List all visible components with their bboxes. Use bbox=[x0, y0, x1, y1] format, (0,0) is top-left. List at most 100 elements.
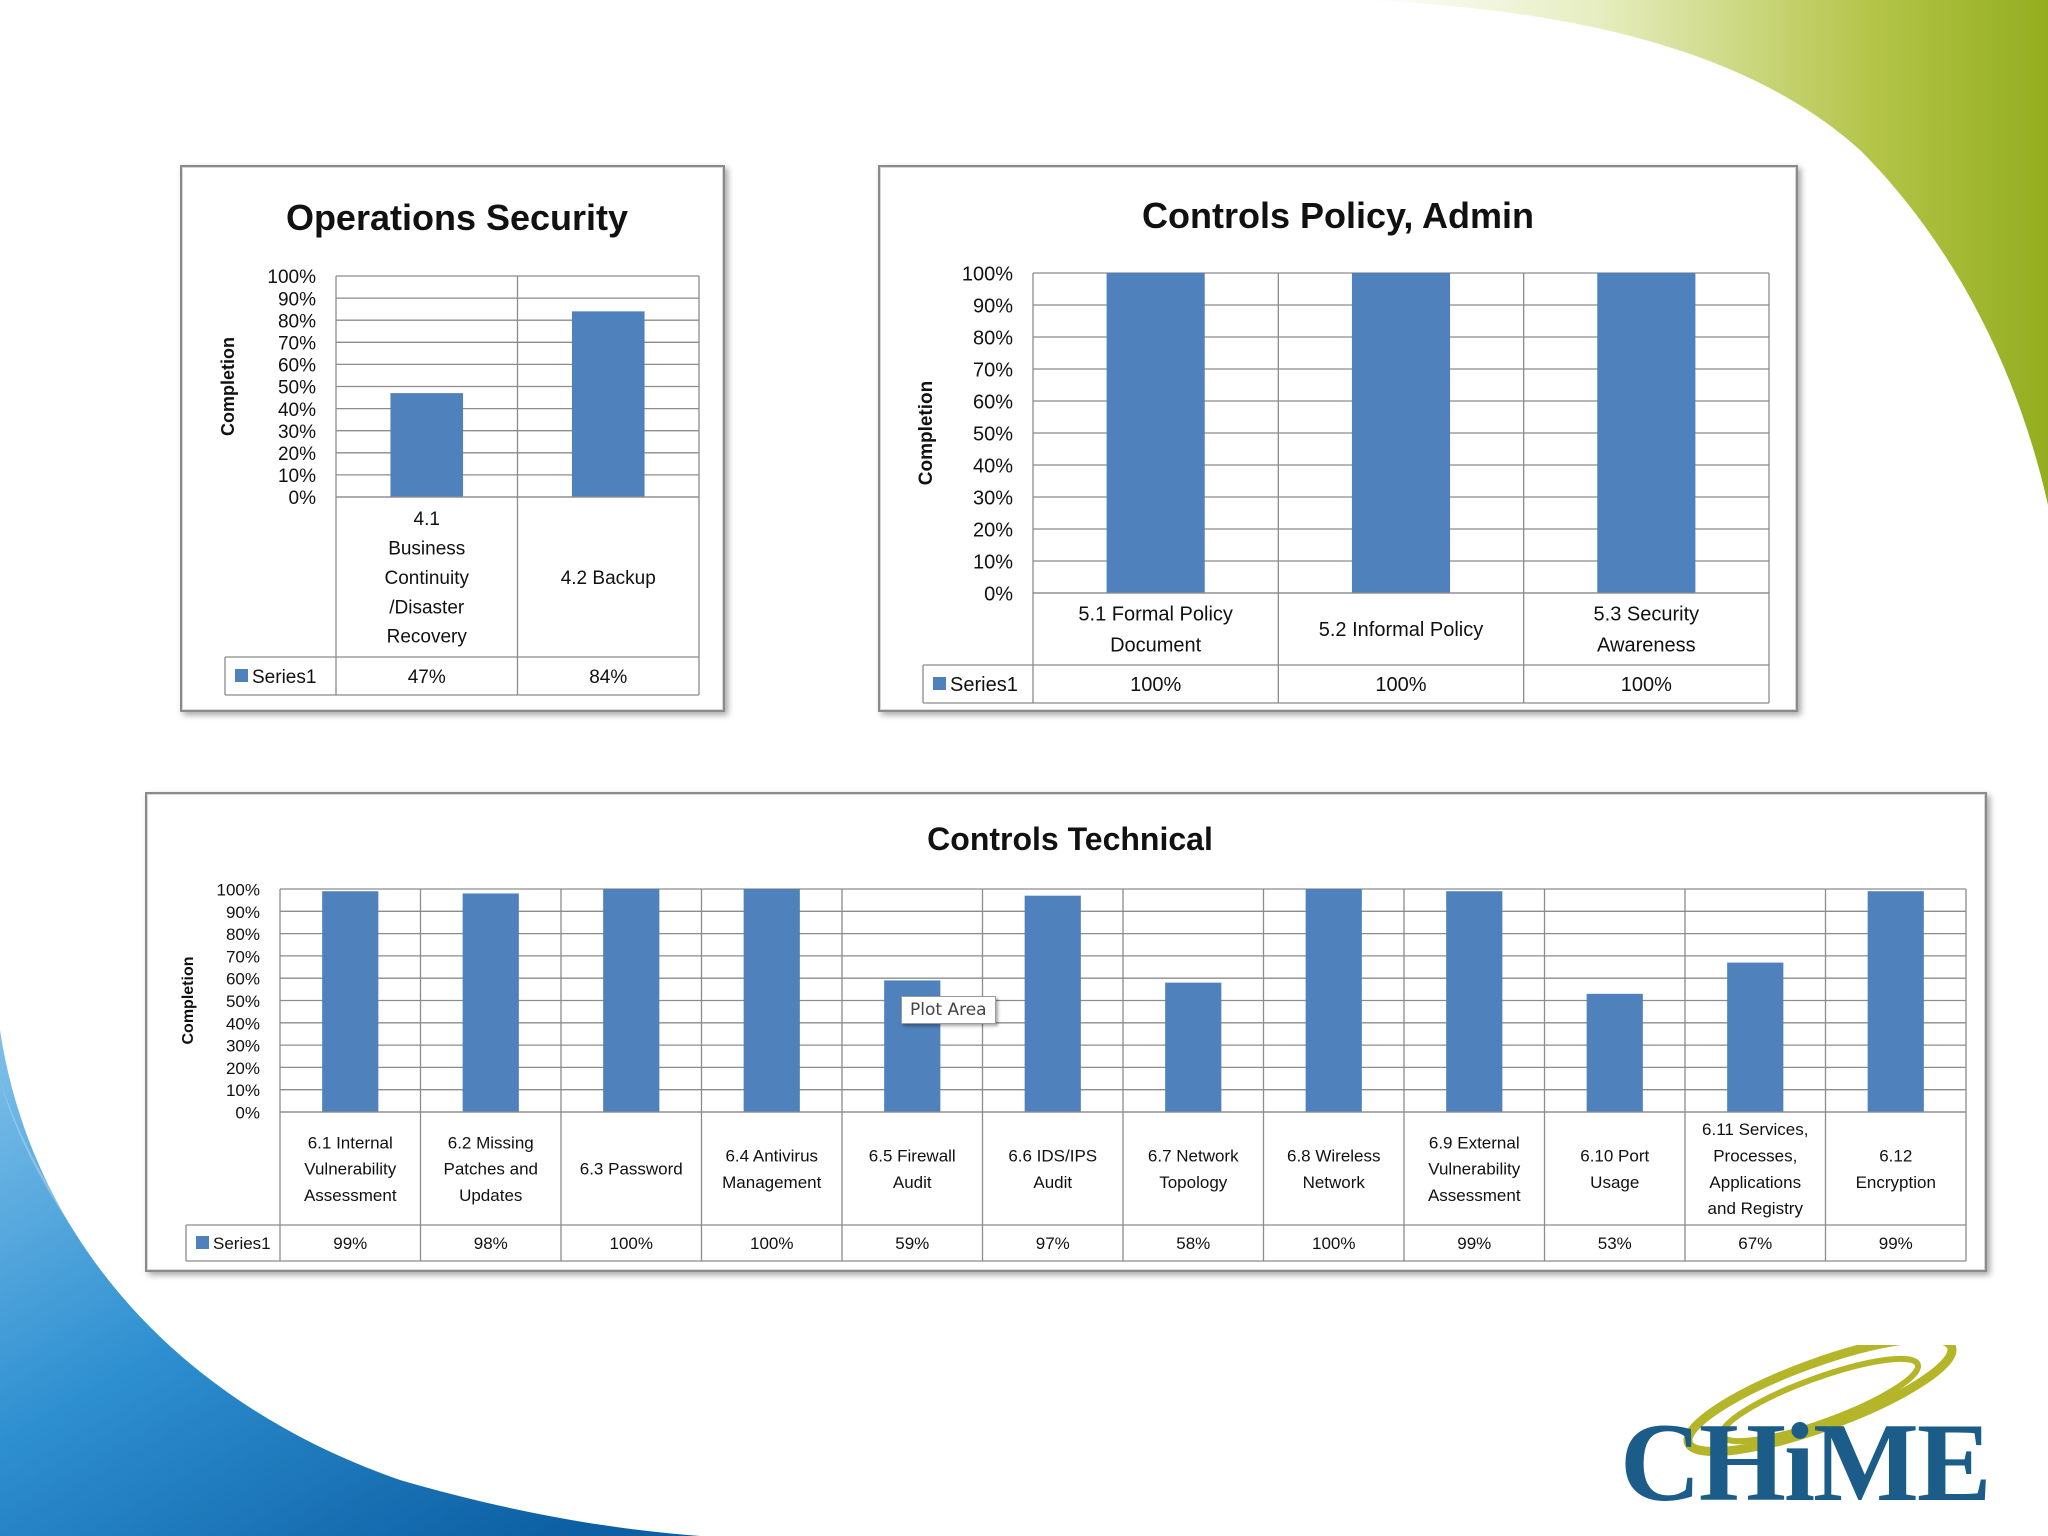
y-tick-label: 60% bbox=[226, 970, 260, 989]
bar bbox=[743, 889, 800, 1112]
chart-title: Controls Technical bbox=[927, 821, 1213, 857]
chart-title: Operations Security bbox=[286, 197, 628, 238]
category-label: 6.10 Port bbox=[1580, 1146, 1649, 1165]
category-label: Awareness bbox=[1597, 635, 1696, 657]
data-value-label: 97% bbox=[1036, 1234, 1070, 1253]
category-label: 6.8 Wireless bbox=[1287, 1146, 1381, 1165]
legend-swatch bbox=[933, 677, 946, 690]
y-tick-label: 90% bbox=[226, 903, 260, 922]
category-label: Vulnerability bbox=[1428, 1160, 1520, 1179]
y-tick-label: 20% bbox=[278, 444, 316, 465]
y-tick-label: 80% bbox=[278, 311, 316, 332]
y-tick-label: 30% bbox=[973, 488, 1013, 510]
category-label: 5.1 Formal Policy bbox=[1078, 604, 1233, 626]
legend-label: Series1 bbox=[950, 674, 1018, 696]
operations-security-plot: Operations Security Completion 0%10%20%30%… bbox=[218, 197, 700, 696]
category-label: Vulnerability bbox=[304, 1160, 396, 1179]
y-tick-label: 100% bbox=[267, 267, 316, 288]
y-tick-label: 80% bbox=[226, 925, 260, 944]
y-tick-label: 100% bbox=[962, 264, 1013, 286]
bar bbox=[1586, 993, 1643, 1112]
y-axis-label: Completion bbox=[916, 381, 937, 486]
y-axis-label: Completion bbox=[218, 337, 238, 436]
data-value-label: 47% bbox=[408, 667, 446, 688]
y-tick-label: 60% bbox=[973, 392, 1013, 414]
category-label: 4.1 bbox=[414, 509, 440, 530]
category-label: Recovery bbox=[387, 627, 468, 648]
y-tick-label: 40% bbox=[278, 400, 316, 421]
data-value-label: 99% bbox=[1879, 1234, 1913, 1253]
controls-policy-admin-plot: Controls Policy, Admin Completion 0% 10% 20%… bbox=[916, 195, 1770, 704]
blue-swoosh bbox=[0, 1030, 700, 1536]
category-label: Management bbox=[722, 1173, 822, 1192]
data-value-label: 100% bbox=[610, 1234, 653, 1253]
data-value-label: 53% bbox=[1598, 1234, 1632, 1253]
category-label: Updates bbox=[459, 1186, 522, 1205]
y-tick-label: 10% bbox=[973, 552, 1013, 574]
category-label: 6.7 Network bbox=[1148, 1146, 1239, 1165]
category-label: 6.3 Password bbox=[580, 1160, 683, 1179]
bar bbox=[1106, 273, 1205, 593]
controls-technical-plot: Controls Technical Completion 0% 10% 20% 30% 4… bbox=[180, 821, 1967, 1262]
y-tick-label: 100% bbox=[217, 880, 260, 899]
bar bbox=[390, 393, 464, 497]
category-label: Encryption bbox=[1856, 1173, 1936, 1192]
bar bbox=[1024, 895, 1081, 1112]
data-value-label: 100% bbox=[1375, 674, 1426, 696]
bar bbox=[462, 893, 519, 1112]
category-label: and Registry bbox=[1708, 1199, 1804, 1218]
logo-orbit-outer bbox=[1683, 1345, 1957, 1457]
y-tick-label: 90% bbox=[278, 289, 316, 310]
y-tick-label: 30% bbox=[226, 1037, 260, 1056]
y-tick-label: 20% bbox=[226, 1059, 260, 1078]
legend-label: Series1 bbox=[213, 1234, 271, 1253]
data-value-label: 100% bbox=[1312, 1234, 1355, 1253]
category-label: 6.12 bbox=[1879, 1146, 1912, 1165]
bar bbox=[1597, 273, 1696, 593]
category-label: Assessment bbox=[304, 1186, 397, 1205]
category-label: 6.4 Antivirus bbox=[725, 1146, 818, 1165]
category-label: 5.2 Informal Policy bbox=[1319, 619, 1484, 641]
category-label: 6.2 Missing bbox=[448, 1133, 534, 1152]
data-value-label: 98% bbox=[474, 1234, 508, 1253]
y-tick-label: 40% bbox=[226, 1014, 260, 1033]
chime-logo: CHiME bbox=[1620, 1345, 1992, 1515]
data-value-label: 100% bbox=[1621, 674, 1672, 696]
y-tick-label: 20% bbox=[973, 520, 1013, 542]
category-label: Topology bbox=[1159, 1173, 1228, 1192]
y-tick-label: 70% bbox=[226, 947, 260, 966]
category-label: Audit bbox=[1033, 1173, 1072, 1192]
y-tick-label: 90% bbox=[973, 296, 1013, 318]
category-label: Audit bbox=[893, 1173, 932, 1192]
category-label: Applications bbox=[1709, 1173, 1801, 1192]
logo-text: CHiME bbox=[1620, 1401, 1990, 1515]
operations-security-chart[interactable]: Operations Security Completion 0% 10% 20% 30%… bbox=[180, 165, 725, 712]
bar bbox=[1727, 962, 1784, 1112]
category-label: 6.6 IDS/IPS bbox=[1008, 1146, 1097, 1165]
y-tick-label: 70% bbox=[278, 334, 316, 355]
category-label: /Disaster bbox=[389, 597, 465, 618]
category-label: 5.3 Security bbox=[1594, 604, 1700, 626]
y-tick-label: 0% bbox=[289, 488, 317, 509]
data-value-label: 99% bbox=[333, 1234, 367, 1253]
y-tick-label: 10% bbox=[226, 1081, 260, 1100]
legend-swatch bbox=[235, 669, 248, 682]
legend-swatch bbox=[196, 1236, 209, 1249]
bar bbox=[1165, 982, 1222, 1112]
category-label: Network bbox=[1303, 1173, 1366, 1192]
controls-technical-chart[interactable]: Controls Technical Completion 0% 10% 20% 30% 4… bbox=[145, 792, 1987, 1272]
category-label: Business bbox=[388, 538, 465, 559]
legend-label: Series1 bbox=[252, 667, 316, 688]
y-tick-label: 50% bbox=[973, 424, 1013, 446]
data-value-label: 59% bbox=[895, 1234, 929, 1253]
data-value-label: 58% bbox=[1176, 1234, 1210, 1253]
bar bbox=[1305, 889, 1362, 1112]
bar bbox=[603, 889, 660, 1112]
controls-policy-admin-chart[interactable]: Controls Policy, Admin Completion 0% 10% 20%… bbox=[878, 165, 1798, 712]
bar bbox=[571, 311, 645, 497]
chart-title: Controls Policy, Admin bbox=[1142, 195, 1534, 236]
bar bbox=[322, 891, 379, 1112]
y-tick-label: 30% bbox=[278, 422, 316, 443]
category-label: Document bbox=[1110, 635, 1202, 657]
category-label: Continuity bbox=[385, 568, 470, 589]
